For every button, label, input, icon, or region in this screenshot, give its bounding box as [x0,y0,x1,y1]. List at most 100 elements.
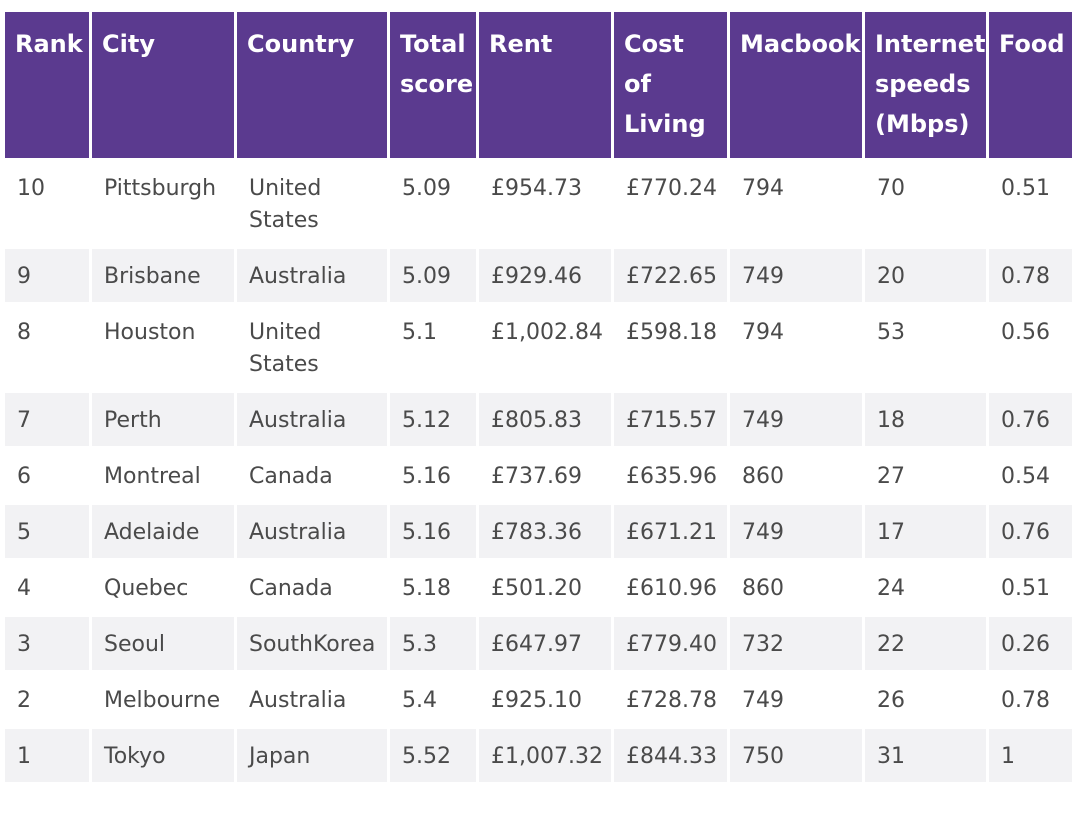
table-row: 3 Seoul SouthKorea 5.3 £647.97 £779.40 7… [5,617,1072,670]
cell-rank: 3 [5,617,89,670]
cell-internet-speeds: 31 [865,729,986,782]
cell-food: 1 [989,729,1072,782]
cell-cost-of-living: £770.24 [614,161,727,246]
cell-macbook: 794 [730,305,862,390]
cell-macbook: 750 [730,729,862,782]
cell-macbook: 749 [730,249,862,302]
table-row: 4 Quebec Canada 5.18 £501.20 £610.96 860… [5,561,1072,614]
cell-rank: 8 [5,305,89,390]
cell-internet-speeds: 26 [865,673,986,726]
table-row: 7 Perth Australia 5.12 £805.83 £715.57 7… [5,393,1072,446]
table-row: 2 Melbourne Australia 5.4 £925.10 £728.7… [5,673,1072,726]
cell-cost-of-living: £635.96 [614,449,727,502]
city-ranking-table: Rank City Country Total score Rent Cost … [2,9,1075,785]
cell-rank: 2 [5,673,89,726]
cell-internet-speeds: 70 [865,161,986,246]
cell-macbook: 749 [730,393,862,446]
cell-country: Australia [237,249,387,302]
ranking-table-container: Rank City Country Total score Rent Cost … [5,12,1075,782]
cell-food: 0.51 [989,161,1072,246]
cell-food: 0.26 [989,617,1072,670]
cell-cost-of-living: £715.57 [614,393,727,446]
cell-rent: £501.20 [479,561,611,614]
cell-city: Quebec [92,561,234,614]
cell-city: Houston [92,305,234,390]
cell-total-score: 5.52 [390,729,476,782]
header-cost-of-living: Cost of Living [614,12,727,158]
table-row: 5 Adelaide Australia 5.16 £783.36 £671.2… [5,505,1072,558]
cell-rank: 7 [5,393,89,446]
cell-internet-speeds: 22 [865,617,986,670]
cell-food: 0.78 [989,673,1072,726]
cell-food: 0.56 [989,305,1072,390]
cell-rank: 5 [5,505,89,558]
cell-rank: 6 [5,449,89,502]
cell-internet-speeds: 53 [865,305,986,390]
cell-rent: £954.73 [479,161,611,246]
cell-internet-speeds: 17 [865,505,986,558]
cell-rent: £925.10 [479,673,611,726]
cell-food: 0.76 [989,393,1072,446]
header-country: Country [237,12,387,158]
cell-country: SouthKorea [237,617,387,670]
cell-rent: £647.97 [479,617,611,670]
cell-cost-of-living: £728.78 [614,673,727,726]
cell-city: Tokyo [92,729,234,782]
cell-rank: 1 [5,729,89,782]
cell-macbook: 794 [730,161,862,246]
table-row: 1 Tokyo Japan 5.52 £1,007.32 £844.33 750… [5,729,1072,782]
cell-total-score: 5.18 [390,561,476,614]
cell-food: 0.78 [989,249,1072,302]
header-food: Food [989,12,1072,158]
cell-city: Melbourne [92,673,234,726]
cell-internet-speeds: 24 [865,561,986,614]
cell-cost-of-living: £671.21 [614,505,727,558]
cell-rent: £805.83 [479,393,611,446]
cell-country: Canada [237,449,387,502]
cell-macbook: 749 [730,673,862,726]
cell-cost-of-living: £598.18 [614,305,727,390]
cell-rank: 10 [5,161,89,246]
cell-cost-of-living: £610.96 [614,561,727,614]
cell-country: Canada [237,561,387,614]
cell-total-score: 5.3 [390,617,476,670]
cell-internet-speeds: 18 [865,393,986,446]
cell-cost-of-living: £844.33 [614,729,727,782]
header-row: Rank City Country Total score Rent Cost … [5,12,1072,158]
table-row: 9 Brisbane Australia 5.09 £929.46 £722.6… [5,249,1072,302]
cell-internet-speeds: 27 [865,449,986,502]
cell-food: 0.51 [989,561,1072,614]
cell-cost-of-living: £779.40 [614,617,727,670]
cell-food: 0.54 [989,449,1072,502]
cell-city: Montreal [92,449,234,502]
header-rank: Rank [5,12,89,158]
cell-macbook: 749 [730,505,862,558]
cell-total-score: 5.4 [390,673,476,726]
header-macbook: Macbook [730,12,862,158]
cell-total-score: 5.16 [390,449,476,502]
cell-city: Seoul [92,617,234,670]
cell-total-score: 5.16 [390,505,476,558]
cell-city: Perth [92,393,234,446]
cell-total-score: 5.12 [390,393,476,446]
cell-city: Brisbane [92,249,234,302]
header-city: City [92,12,234,158]
cell-rent: £929.46 [479,249,611,302]
header-rent: Rent [479,12,611,158]
cell-rank: 4 [5,561,89,614]
cell-macbook: 860 [730,561,862,614]
table-row: 10 Pittsburgh United States 5.09 £954.73… [5,161,1072,246]
cell-food: 0.76 [989,505,1072,558]
cell-country: Australia [237,393,387,446]
cell-rank: 9 [5,249,89,302]
cell-country: Japan [237,729,387,782]
table-row: 6 Montreal Canada 5.16 £737.69 £635.96 8… [5,449,1072,502]
cell-country: United States [237,305,387,390]
cell-macbook: 860 [730,449,862,502]
cell-macbook: 732 [730,617,862,670]
cell-internet-speeds: 20 [865,249,986,302]
cell-total-score: 5.1 [390,305,476,390]
table-row: 8 Houston United States 5.1 £1,002.84 £5… [5,305,1072,390]
cell-cost-of-living: £722.65 [614,249,727,302]
cell-rent: £737.69 [479,449,611,502]
